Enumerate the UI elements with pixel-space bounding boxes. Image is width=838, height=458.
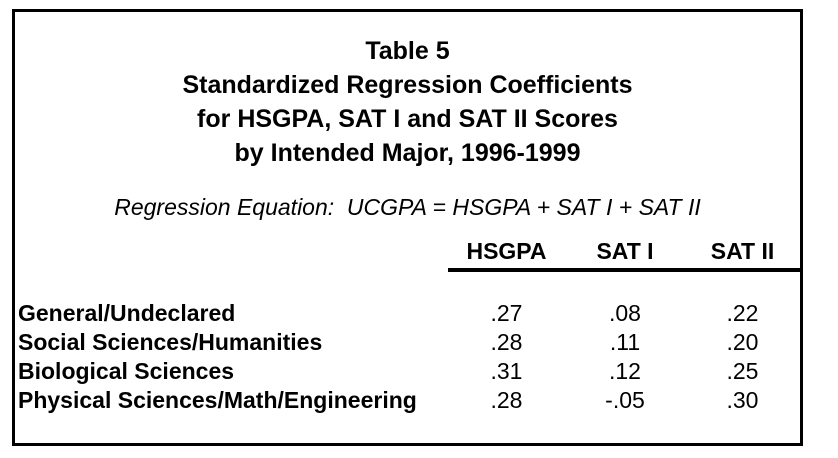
table-title-line-2: Standardized Regression Coefficients	[182, 71, 633, 99]
regression-equation: Regression Equation: UCGPA = HSGPA + SAT…	[114, 194, 701, 220]
cell-sat2: .22	[726, 300, 759, 326]
table-title-line-1: Table 5	[365, 37, 450, 65]
cell-hsgpa: .28	[490, 387, 523, 413]
row-label: Social Sciences/Humanities	[18, 329, 323, 355]
cell-hsgpa: .27	[490, 300, 523, 326]
row-label: Physical Sciences/Math/Engineering	[18, 387, 417, 413]
table-body: General/Undeclared .27 .08 .22 Social Sc…	[15, 299, 800, 415]
table-frame: Table 5 Standardized Regression Coeffici…	[12, 9, 803, 446]
cell-sat1: -.05	[605, 387, 645, 413]
column-header-row: HSGPA SAT I SAT II	[15, 236, 800, 266]
cell-sat2: .25	[726, 358, 759, 384]
cell-sat2: .30	[726, 387, 759, 413]
table-title-line-3: for HSGPA, SAT I and SAT II Scores	[197, 105, 618, 133]
cell-sat1: .08	[609, 300, 641, 326]
cell-sat2: .20	[726, 329, 759, 355]
header-rule	[448, 268, 800, 272]
row-label: General/Undeclared	[18, 300, 236, 326]
column-header-sat1: SAT I	[596, 238, 654, 264]
row-label: Biological Sciences	[18, 358, 235, 384]
table-row: Biological Sciences .31 .12 .25	[15, 357, 800, 386]
table-row: General/Undeclared .27 .08 .22	[15, 299, 800, 328]
column-header-hsgpa: HSGPA	[466, 238, 547, 264]
cell-sat1: .12	[609, 358, 641, 384]
table-row: Physical Sciences/Math/Engineering .28 -…	[15, 386, 800, 415]
cell-hsgpa: .31	[490, 358, 523, 384]
cell-hsgpa: .28	[490, 329, 523, 355]
column-header-spacer	[15, 236, 448, 266]
column-header-sat2: SAT II	[710, 238, 775, 264]
table-row: Social Sciences/Humanities .28 .11 .20	[15, 328, 800, 357]
table-title-line-4: by Intended Major, 1996-1999	[234, 139, 581, 167]
table-title: Table 5 Standardized Regression Coeffici…	[15, 34, 800, 170]
cell-sat1: .11	[609, 329, 641, 355]
